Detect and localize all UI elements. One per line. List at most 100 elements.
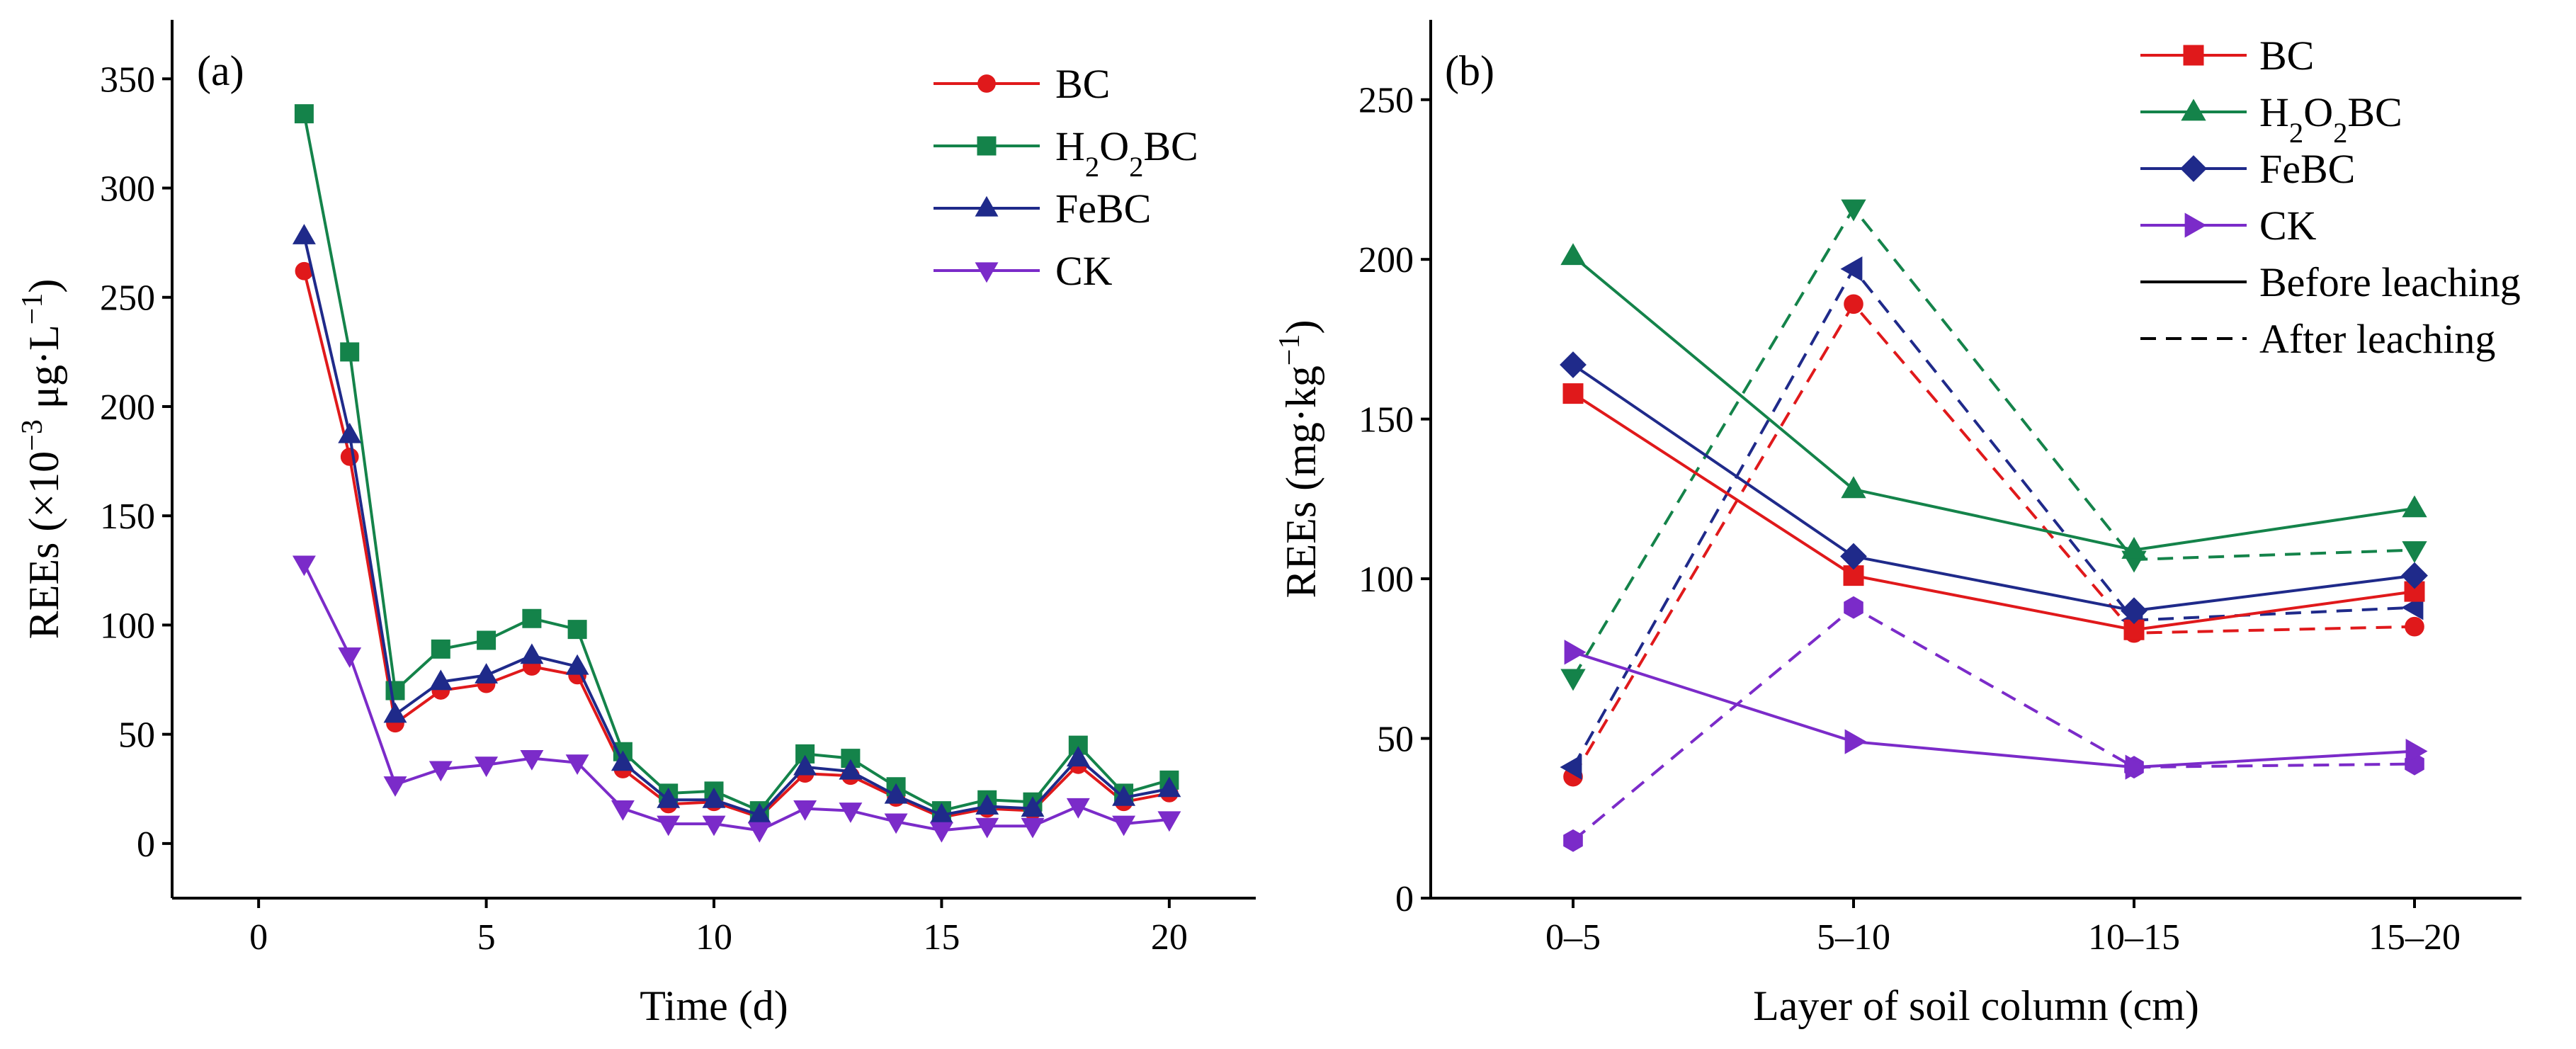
y-tick-label: 100: [1358, 560, 1414, 600]
y-tick-label: 200: [100, 387, 155, 428]
data-point: [383, 776, 407, 797]
y-axis-title: REEs (×10−3 μg·L−1): [16, 279, 67, 640]
x-tick-label: 15–20: [2368, 917, 2461, 958]
after-point: [1844, 596, 1863, 619]
before-point: [2121, 597, 2147, 625]
data-point: [475, 756, 499, 778]
data-point: [1021, 796, 1045, 817]
before-point: [2405, 738, 2428, 764]
data-point: [884, 783, 908, 804]
after-point: [1560, 754, 1582, 780]
data-point: [1112, 815, 1136, 837]
data-point: [1157, 776, 1181, 798]
x-tick-label: 5: [477, 917, 496, 958]
after-line-3: [1572, 606, 2415, 842]
after-point: [1841, 199, 1866, 222]
data-point: [1157, 811, 1181, 832]
data-point: [294, 104, 314, 124]
y-tick-label: 0: [137, 824, 155, 865]
panel-b: 0 50 100 150 200 250 0–5 5–10 10–15 15–20 (b) Layer…: [1273, 20, 2521, 1029]
legend-label: CK: [2259, 203, 2317, 249]
data-point: [477, 630, 497, 650]
data-point: [795, 744, 815, 764]
data-point: [657, 787, 681, 808]
y-tick-label: 150: [100, 497, 155, 537]
series-line-2: [302, 235, 1170, 817]
data-point: [567, 620, 587, 640]
x-tick-label: 20: [1151, 917, 1188, 958]
data-point: [747, 822, 771, 843]
data-point: [522, 608, 542, 628]
before-line-1: [1572, 255, 2415, 552]
after-line-2: [1572, 266, 2415, 769]
after-point: [2402, 541, 2427, 564]
after-point: [2405, 616, 2424, 637]
data-point: [340, 448, 359, 466]
data-point: [475, 663, 499, 684]
before-point: [1844, 729, 1867, 754]
data-point: [520, 750, 544, 771]
x-tick-label: 0–5: [1545, 917, 1601, 958]
series-line-1: [302, 113, 1170, 813]
data-point: [383, 702, 407, 723]
data-point: [565, 654, 589, 675]
before-point: [1841, 476, 1866, 499]
data-point: [338, 422, 362, 443]
y-axis-title: REEs (mg·kg−1): [1273, 320, 1324, 599]
legend-label: H2O2BC: [1055, 123, 1198, 183]
panel-a: 0 50 100 150 200 250 300 350 0 5 10 15 20 (a) Time (d)…: [16, 20, 1256, 1029]
data-point: [338, 647, 362, 668]
panel-label-a: (a): [197, 47, 244, 94]
before-point: [1560, 243, 1586, 266]
data-point: [611, 800, 635, 821]
data-point: [431, 639, 450, 659]
legend-style-label: Before leaching: [2259, 259, 2521, 305]
before-line-3: [1572, 650, 2415, 769]
legend-style-label: After leaching: [2259, 316, 2495, 362]
data-point: [975, 817, 999, 839]
data-point: [975, 794, 999, 815]
data-point: [1066, 798, 1090, 819]
before-point: [2121, 536, 2147, 559]
legend-label: FeBC: [1055, 186, 1151, 232]
x-tick-label: 10–15: [2088, 917, 2180, 958]
data-point: [385, 681, 405, 701]
x-tick-label: 10: [696, 917, 732, 958]
series-line-3: [302, 563, 1170, 832]
data-point: [429, 761, 453, 782]
before-point: [1562, 383, 1584, 404]
before-point: [2125, 754, 2147, 780]
data-point: [292, 224, 316, 244]
x-axis-title: Layer of soil column (cm): [1753, 982, 2199, 1029]
y-tick-label: 100: [100, 606, 155, 646]
data-point: [841, 749, 861, 769]
x-tick-label: 0: [249, 917, 268, 958]
before-point: [2401, 562, 2428, 589]
data-point: [1021, 817, 1045, 839]
before-point: [1840, 543, 1867, 570]
series-line-0: [302, 271, 1170, 820]
after-point: [1840, 256, 1863, 282]
y-tick-label: 50: [118, 715, 155, 756]
data-point: [793, 754, 817, 776]
after-point: [1844, 294, 1863, 314]
data-point: [884, 813, 908, 834]
legend-label: CK: [1055, 248, 1113, 294]
legend-marker: [2183, 45, 2204, 66]
legend-marker: [2180, 155, 2207, 182]
data-point: [1112, 785, 1136, 806]
data-point: [793, 800, 817, 821]
before-line-0: [1572, 392, 2415, 632]
data-point: [1066, 746, 1090, 767]
legend-marker: [977, 136, 997, 156]
legend-label: BC: [2259, 33, 2314, 79]
data-point: [839, 759, 863, 780]
y-tick-label: 300: [100, 169, 155, 210]
legend-marker: [2181, 98, 2206, 121]
legend-label: H2O2BC: [2259, 89, 2402, 149]
legend-marker: [975, 195, 999, 217]
before-point: [1560, 351, 1587, 378]
data-point: [929, 822, 953, 843]
after-line-1: [1572, 205, 2415, 679]
